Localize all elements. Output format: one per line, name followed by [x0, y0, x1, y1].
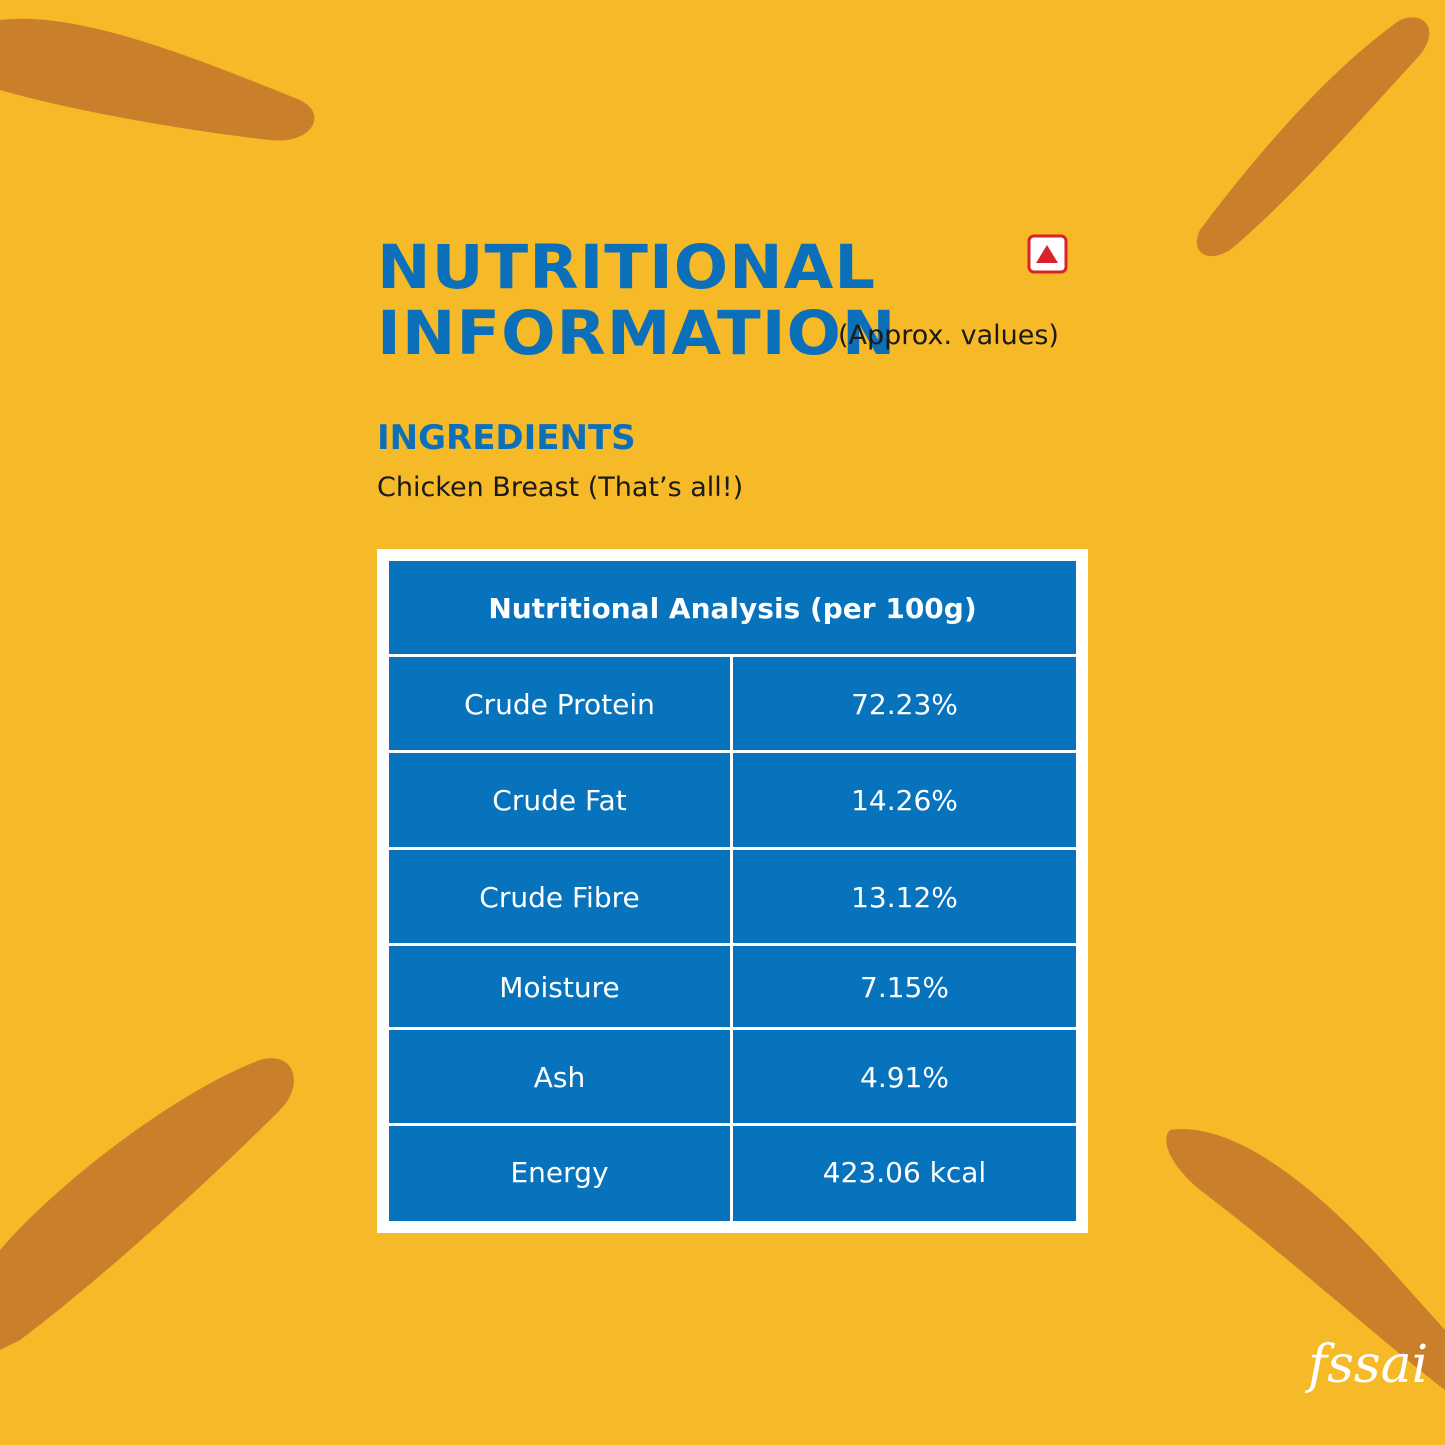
table: Nutritional Analysis (per 100g) Crude Pr… [389, 561, 1076, 1221]
row-value: 13.12% [851, 880, 958, 914]
row-value: 14.26% [851, 784, 958, 817]
row-label: Crude Protein [464, 687, 655, 721]
row-value: 423.06 kcal [822, 1156, 987, 1189]
row-value: 4.91% [860, 1060, 949, 1094]
row-label: Crude Fat [492, 784, 627, 817]
column-divider [730, 655, 733, 1221]
subtitle: (Approx. values) [838, 320, 1059, 351]
ingredients-heading: INGREDIENTS [377, 418, 636, 458]
row-label: Ash [533, 1060, 586, 1094]
row-label: Moisture [499, 970, 620, 1004]
title-line: INFORMATION [377, 298, 897, 370]
row-value: 72.23% [851, 687, 958, 721]
ingredients-text: Chicken Breast (That’s all!) [377, 472, 744, 503]
logo: fssai [1308, 1335, 1429, 1395]
row-label: Crude Fibre [479, 880, 640, 914]
row-value: 7.15% [860, 970, 949, 1004]
row-label: Energy [510, 1156, 609, 1189]
table-header: Nutritional Analysis (per 100g) [488, 591, 977, 625]
title-line: NUTRITIONAL [377, 232, 877, 304]
